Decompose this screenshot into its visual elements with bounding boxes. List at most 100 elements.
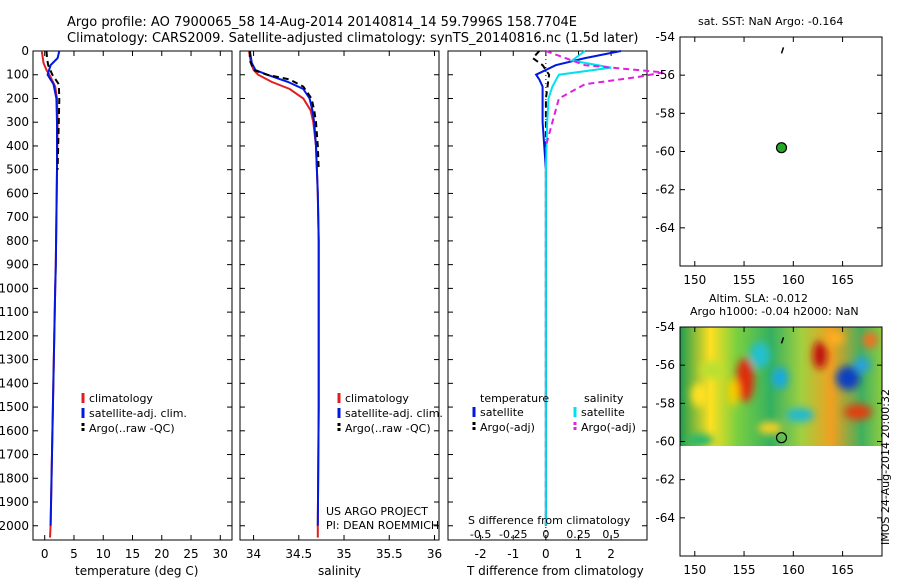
legend-label: climatology — [345, 392, 409, 405]
salinity-x-label: salinity — [318, 564, 361, 578]
x-tick-label: 25 — [183, 547, 198, 561]
temperature-x-axis: 0 5 10 15 20 25 30 — [41, 51, 228, 561]
depth-tick-label: 900 — [6, 258, 29, 272]
s-diff-tick-label: 0.25 — [566, 528, 591, 541]
legend-header-temperature: temperature — [480, 392, 549, 405]
legend-label: Argo(-adj) — [480, 421, 535, 434]
difference-series-lines — [531, 50, 664, 526]
depth-tick-label: 800 — [6, 234, 29, 248]
difference-x-axis: -2 -1 0 1 2 — [475, 51, 615, 561]
salinity-y-ticks — [240, 50, 439, 527]
depth-tick-label: 300 — [6, 115, 29, 129]
x-tick-label: 2 — [607, 547, 615, 561]
x-tick-label: -2 — [475, 547, 487, 561]
lat-tick-label: -62 — [655, 473, 675, 487]
depth-tick-label: 200 — [6, 91, 29, 105]
lon-tick-label: 155 — [733, 563, 756, 577]
temperature-legend: climatology satellite-adj. clim. Argo(..ra… — [81, 392, 187, 435]
depth-tick-label: 1500 — [0, 400, 29, 414]
lon-tick-label: 150 — [683, 563, 706, 577]
lat-tick-label: -54 — [655, 320, 675, 334]
temperature-x-label: temperature (deg C) — [75, 564, 198, 578]
altimetry-map-panel: Altim. SLA: -0.012 Argo h1000: -0.04 h20… — [655, 292, 883, 577]
x-tick-label: 5 — [70, 547, 78, 561]
figure-title-line2: Climatology: CARS2009. Satellite-adjuste… — [67, 31, 639, 46]
lon-tick-label: 155 — [733, 273, 756, 287]
depth-tick-label: 1300 — [0, 353, 29, 367]
salinity-difference-x-axis: -0.5 -0.25 0 0.25 0.5 — [470, 51, 620, 541]
lon-tick-label: 160 — [782, 563, 805, 577]
lat-tick-label: -56 — [655, 358, 675, 372]
series-line-argo-adj — [544, 50, 664, 147]
legend-label: climatology — [89, 392, 153, 405]
x-tick-label: 0 — [542, 547, 550, 561]
x-tick-label: -1 — [507, 547, 519, 561]
x-tick-label: 0 — [41, 547, 49, 561]
project-annotation-line1: US ARGO PROJECT — [326, 505, 428, 518]
depth-tick-label: 700 — [6, 210, 29, 224]
series-line-satellite-adj-clim — [248, 50, 320, 526]
altimetry-map-marks — [775, 337, 788, 444]
sst-map-title: sat. SST: NaN Argo: -0.164 — [698, 15, 843, 28]
lat-tick-label: -54 — [655, 30, 675, 44]
depth-tick-label: 2000 — [0, 519, 29, 533]
lat-tick-label: -62 — [655, 183, 675, 197]
depth-tick-label: 1700 — [0, 448, 29, 462]
argo-position-marker — [775, 142, 788, 154]
x-tick-label: 15 — [125, 547, 140, 561]
legend-label: Argo(-adj) — [581, 421, 636, 434]
sst-map-axes: 150 155 160 165 -54 -56 -58 -60 -62 -64 — [655, 30, 882, 287]
depth-tick-label: 1400 — [0, 376, 29, 390]
depth-tick-label: 1800 — [0, 471, 29, 485]
legend-label: satellite — [581, 406, 625, 419]
series-line-satellite — [534, 50, 622, 526]
series-line-argo-raw-qc — [248, 51, 320, 170]
legend-label: satellite — [480, 406, 524, 419]
lat-tick-label: -60 — [655, 435, 675, 449]
difference-y-ticks — [448, 50, 647, 527]
lon-tick-label: 165 — [831, 563, 854, 577]
lat-tick-label: -58 — [655, 396, 675, 410]
project-annotation-line2: PI: DEAN ROEMMICH — [326, 519, 439, 532]
series-line-climatology — [248, 50, 320, 538]
s-diff-tick-label: -0.25 — [499, 528, 527, 541]
legend-label: satellite-adj. clim. — [345, 407, 443, 420]
s-diff-tick-label: 0.5 — [602, 528, 620, 541]
altimetry-map-axes: 150 155 160 165 -54 -56 -58 -60 -62 -64 — [655, 320, 882, 577]
x-tick-label: 20 — [154, 547, 169, 561]
x-tick-label: 30 — [213, 547, 228, 561]
temperature-panel: 0100200300400500600700800900100011001200… — [0, 44, 233, 578]
t-difference-label: T difference from climatology — [466, 564, 644, 578]
lat-tick-label: -64 — [655, 221, 675, 235]
figure-title-line1: Argo profile: AO 7900065_58 14-Aug-2014 … — [67, 15, 577, 30]
series-line-satellite — [544, 50, 612, 526]
depth-tick-label: 1100 — [0, 305, 29, 319]
depth-axis: 0 100 200 300 400 500 600 700 800 900 1000 1100 1200… — [0, 44, 232, 533]
depth-tick-label: 1600 — [0, 424, 29, 438]
salinity-panel: 34 34.5 35 35.5 36 salinity climatology satel… — [239, 50, 443, 578]
lat-tick-label: -58 — [655, 106, 675, 120]
s-difference-label: S difference from climatology — [468, 514, 631, 527]
legend-header-salinity: salinity — [584, 392, 624, 405]
x-tick-label: 34 — [246, 547, 261, 561]
legend-label: satellite-adj. clim. — [89, 407, 187, 420]
sla-heatmap — [680, 327, 882, 446]
depth-tick-label: 500 — [6, 163, 29, 177]
difference-legend: temperature salinitysatelliteArgo(-adj)sa… — [472, 392, 636, 434]
timestamp-stamp: IMOS 24-Aug-2014 20:00:32 — [879, 389, 892, 545]
x-tick-label: 36 — [427, 547, 442, 561]
depth-tick-label: 1900 — [0, 495, 29, 509]
altimetry-title-line2: Argo h1000: -0.04 h2000: NaN — [690, 305, 859, 318]
lat-tick-label: -60 — [655, 145, 675, 159]
series-line-satellite-adj-clim — [46, 50, 61, 526]
x-tick-label: 35 — [336, 547, 351, 561]
series-line-argo-raw-qc — [45, 50, 61, 170]
track-mark — [780, 337, 785, 344]
track-mark — [780, 47, 785, 54]
salinity-x-axis: 34 34.5 35 35.5 36 — [246, 51, 442, 561]
s-diff-tick-label: -0.5 — [470, 528, 491, 541]
difference-panel: -2 -1 0 1 2 -0.5 -0.25 0 0.25 0.5 S difference f… — [447, 50, 664, 578]
x-tick-label: 35.5 — [376, 547, 403, 561]
sst-map-panel: sat. SST: NaN Argo: -0.164 150 155 160 165 -… — [655, 15, 883, 287]
